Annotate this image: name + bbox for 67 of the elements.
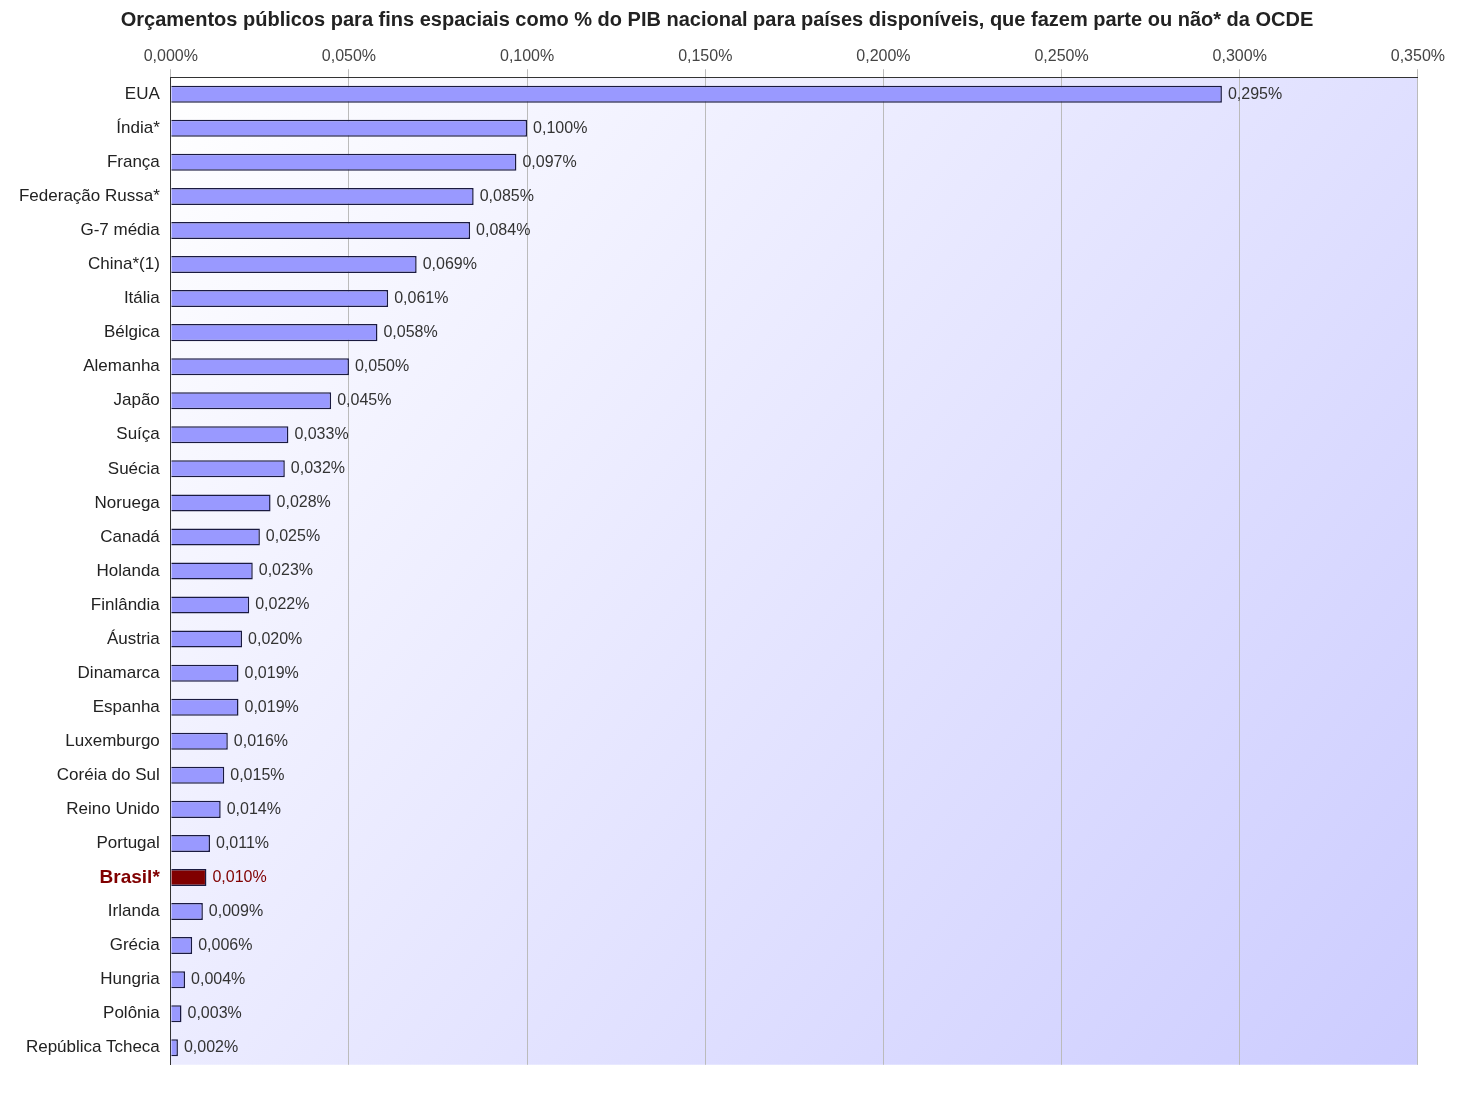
data-label: 0,295% [1227, 84, 1283, 102]
x-tick-label: 0,000% [143, 47, 198, 65]
x-tick-label: 0,350% [1390, 47, 1445, 65]
data-label: 0,003% [187, 1004, 242, 1022]
y-tick-label: Bélgica [104, 322, 161, 342]
data-label: 0,069% [422, 254, 477, 272]
data-label: 0,025% [265, 527, 321, 545]
data-label: 0,020% [248, 629, 303, 647]
y-tick-label: Federação Russa* [18, 186, 161, 206]
x-tick-label: 0,050% [321, 47, 377, 65]
data-label: 0,084% [476, 220, 531, 238]
y-tick-label: Espanha [92, 696, 161, 716]
data-label: 0,019% [244, 663, 299, 681]
y-tick-label: EUA [124, 83, 161, 103]
data-label: 0,023% [258, 561, 314, 579]
x-tick-label: 0,250% [1034, 47, 1089, 65]
y-tick-label: China*(1) [87, 254, 160, 274]
chart-title: Orçamentos públicos para fins espaciais como % do PIB nacional para países disponíveis, que fazem parte ou não* da OCDE [120, 7, 1314, 30]
y-tick-label: Itália [123, 288, 161, 308]
y-tick-label: República Tcheca [25, 1037, 161, 1057]
data-label: 0,033% [294, 425, 349, 443]
data-label: 0,032% [290, 459, 346, 477]
data-label: 0,050% [354, 357, 410, 375]
data-label: 0,015% [230, 765, 285, 783]
data-label: 0,014% [226, 799, 281, 817]
y-tick-label: Áustria [106, 628, 161, 648]
data-label: 0,058% [383, 323, 438, 341]
data-label: 0,100% [533, 118, 588, 136]
data-label: 0,009% [208, 901, 264, 919]
y-tick-label: Alemanha [83, 356, 161, 376]
y-tick-label: Finlândia [90, 594, 161, 614]
y-tick-label: Japão [113, 390, 160, 410]
x-tick-label: 0,100% [499, 47, 555, 65]
data-label: 0,019% [244, 697, 299, 715]
y-tick-label: Polônia [103, 1003, 161, 1023]
y-tick-label: Suíça [116, 424, 161, 444]
y-tick-label: Reino Unido [66, 799, 160, 819]
x-tick-label: 0,300% [1212, 47, 1267, 65]
y-tick-label: Luxemburgo [65, 730, 160, 750]
y-tick-label: Dinamarca [77, 662, 161, 682]
data-label: 0,006% [198, 936, 253, 954]
data-label: 0,002% [183, 1038, 239, 1056]
data-label: 0,097% [522, 152, 577, 170]
y-tick-label: Portugal [96, 833, 160, 853]
data-label: 0,061% [394, 288, 449, 306]
y-tick-label: Brasil* [99, 865, 161, 887]
y-tick-label: Canadá [100, 526, 161, 546]
data-label: 0,011% [215, 833, 270, 851]
y-tick-label: Grécia [109, 935, 161, 955]
y-tick-label: Suécia [107, 458, 161, 478]
y-tick-label: Noruega [94, 492, 161, 512]
y-tick-label: França [106, 152, 161, 172]
y-tick-label: G-7 média [80, 220, 161, 240]
data-label: 0,085% [479, 186, 534, 204]
y-tick-label: Índia* [116, 117, 161, 137]
y-tick-label: Irlanda [107, 901, 161, 921]
y-tick-label: Coréia do Sul [56, 765, 160, 785]
data-label: 0,010% [212, 867, 267, 885]
data-label: 0,016% [233, 731, 289, 749]
x-tick-label: 0,200% [856, 47, 911, 65]
y-tick-label: Hungria [100, 969, 161, 989]
y-tick-label: Holanda [96, 560, 161, 580]
data-label: 0,045% [337, 391, 392, 409]
data-label: 0,028% [276, 493, 331, 511]
data-label: 0,004% [191, 970, 246, 988]
data-label: 0,022% [255, 595, 310, 613]
x-tick-label: 0,150% [678, 47, 733, 65]
